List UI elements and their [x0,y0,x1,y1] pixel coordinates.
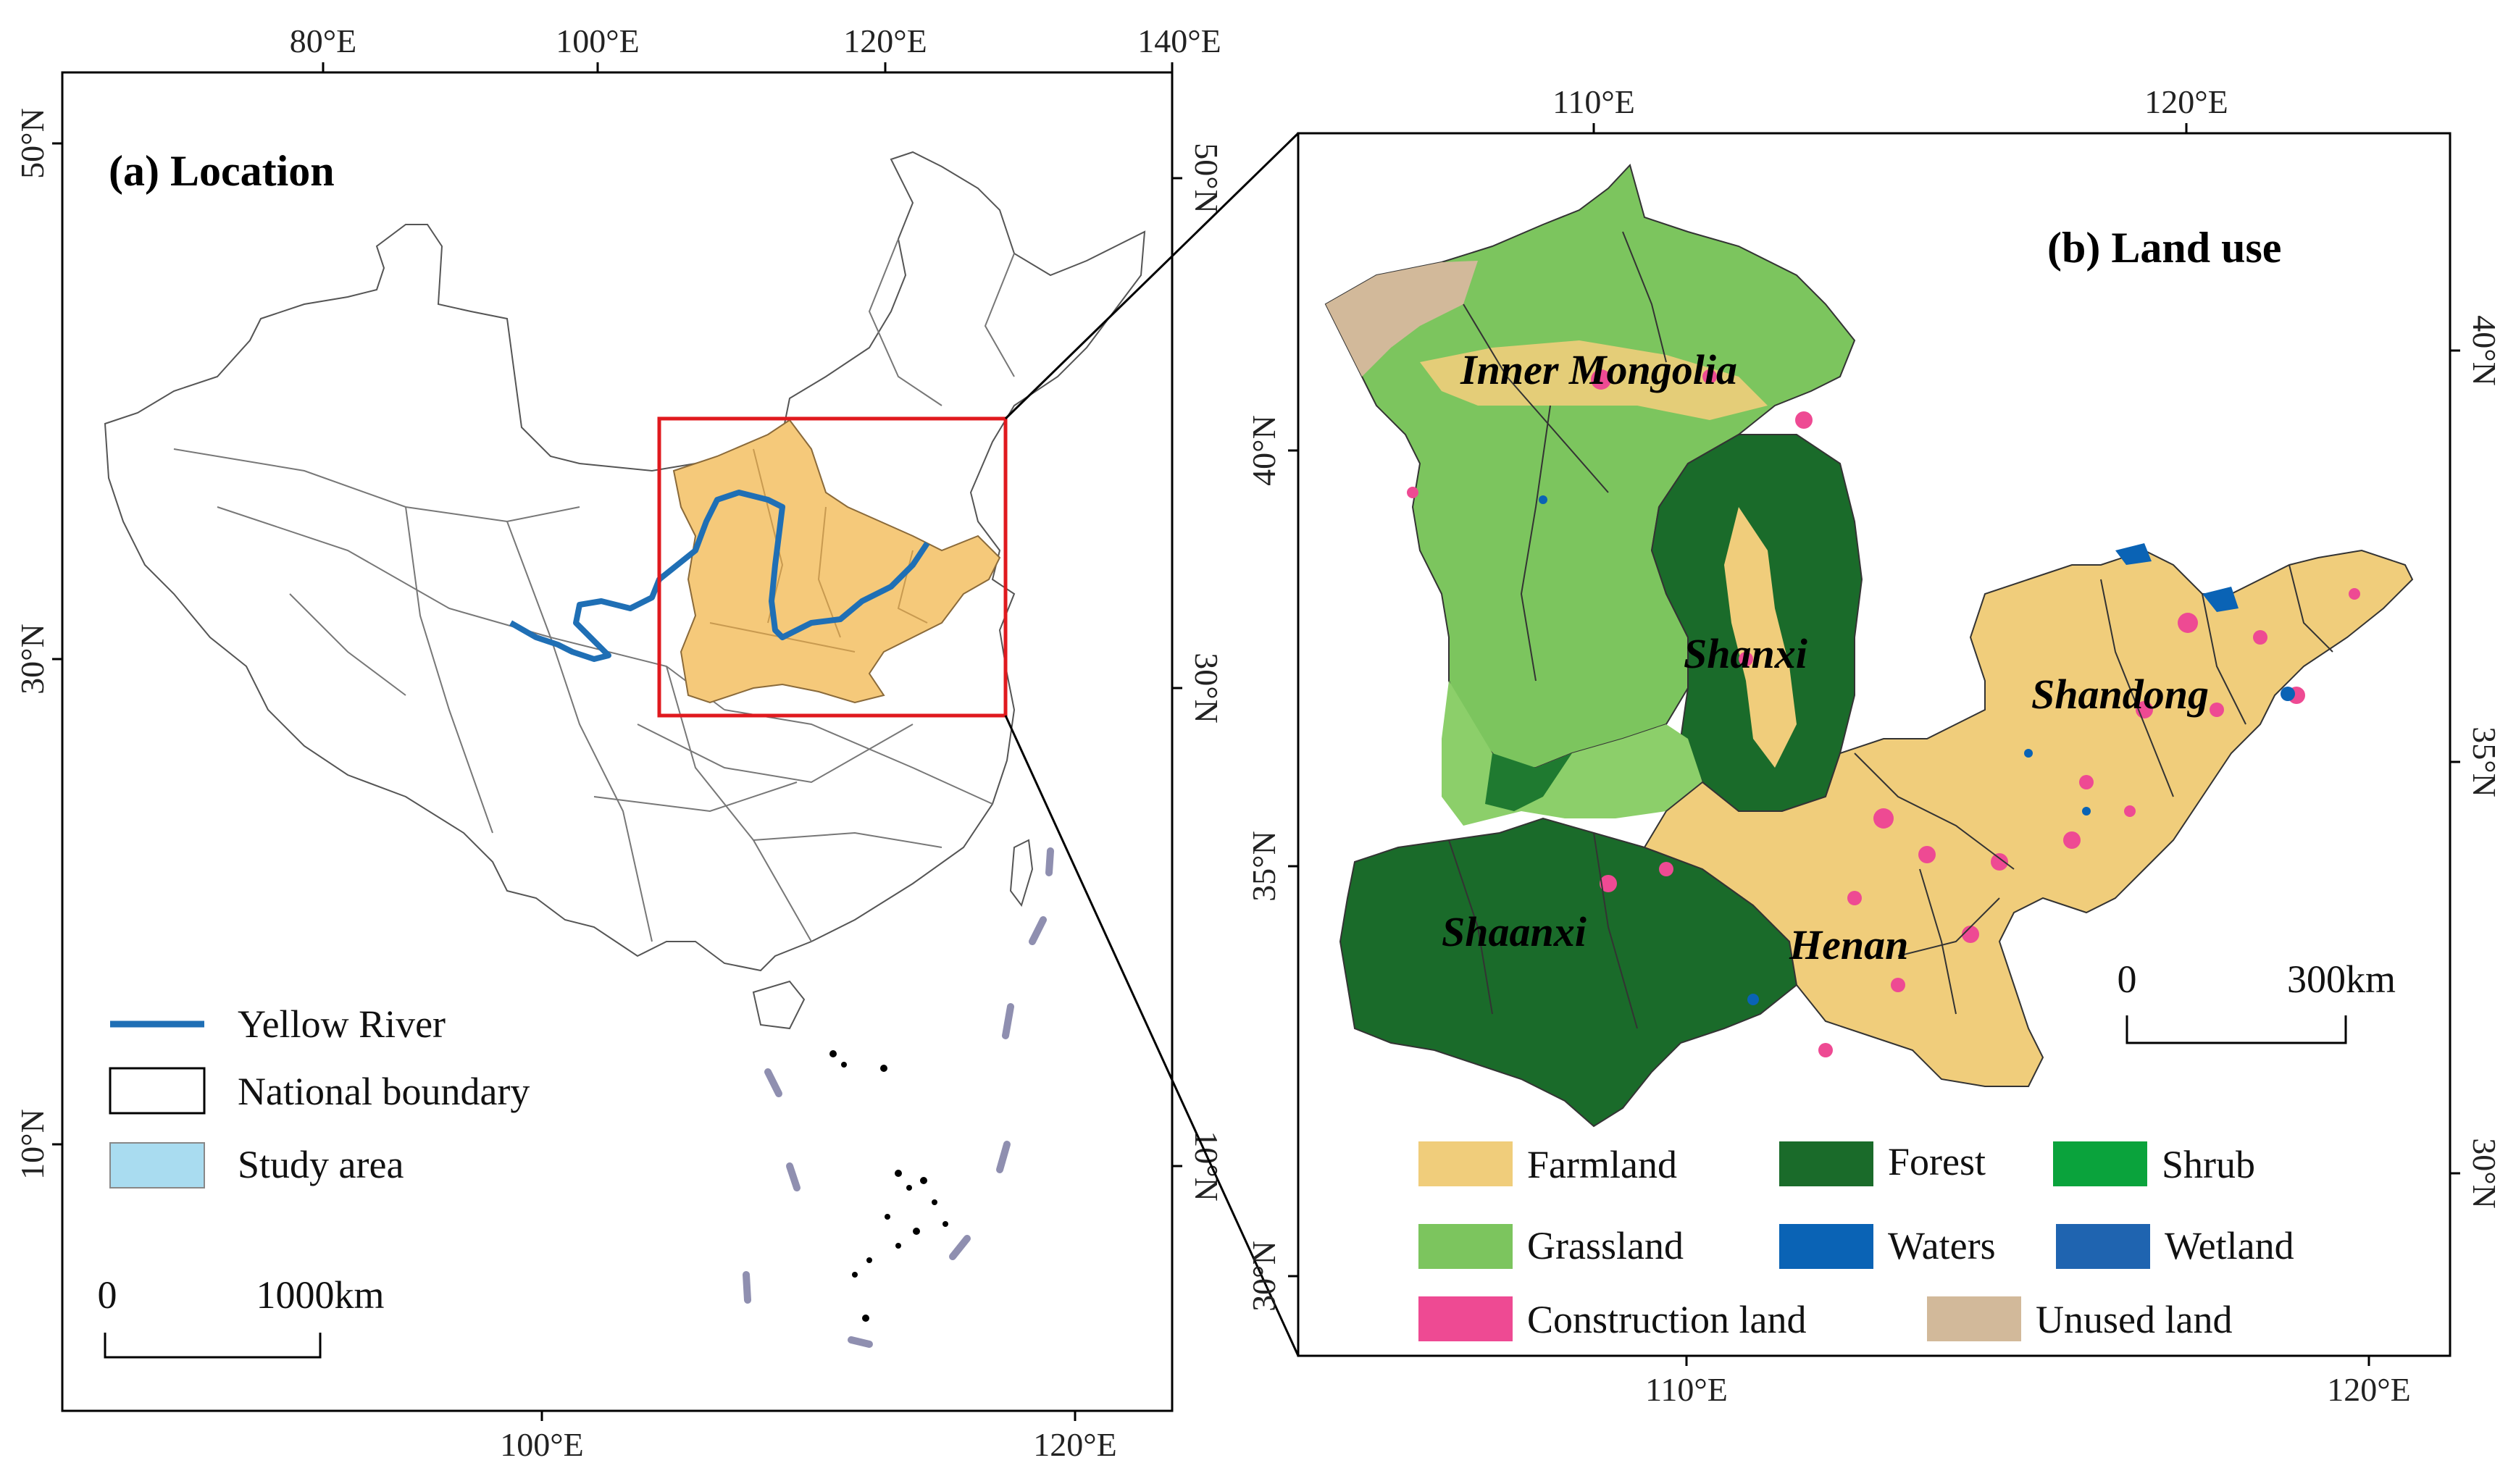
legend-wetland-swatch [2056,1224,2150,1269]
legend-study-area-label: Study area [238,1143,404,1186]
landuse-legend: Farmland Forest Shrub Grassland Waters W… [1418,1140,2294,1341]
panel-b-bottom-tick-110e: 110°E [1645,1371,1728,1408]
province-label-shandong: Shandong [2031,671,2209,718]
panel-a-right-tick-30n: 30°N [1188,653,1225,724]
legend-construction-land-swatch [1418,1296,1513,1341]
legend-waters-label: Waters [1888,1224,1996,1267]
legend-grassland-swatch [1418,1224,1513,1269]
legend-yellow-river-label: Yellow River [238,1002,446,1046]
legend-unused-land-swatch [1927,1296,2021,1341]
panel-a-top-tick-100e: 100°E [556,22,640,59]
panel-a-scale-bar [104,1333,322,1359]
panel-a-scale-end: 1000km [256,1273,384,1317]
panel-a-scale-start: 0 [98,1273,117,1317]
legend-farmland-swatch [1418,1141,1513,1186]
landuse-forest-loess [1485,753,1572,811]
legend-farmland-label: Farmland [1527,1143,1677,1186]
panel-a-bottom-tick-120e: 120°E [1033,1426,1117,1463]
province-label-shaanxi: Shaanxi [1442,908,1587,955]
panel-a-right-tick-10n: 10°N [1188,1131,1225,1202]
panel-b-bottom-tick-120e: 120°E [2327,1371,2411,1408]
panel-a-bottom-tick-100e: 100°E [500,1426,584,1463]
panel-a-tick-marks [52,62,1182,1421]
landuse-farmland-east [1643,549,2414,1087]
panel-a-frame [61,71,1174,1412]
zoom-connector-bottom [1004,715,1300,1357]
panel-b-tick-marks [1288,123,2460,1366]
panel-b-left-tick-35n: 35°N [1245,831,1282,902]
panel-b-frame [1297,132,2451,1357]
panel-b-scale-bar [2125,1015,2347,1044]
study-area-frame-box [657,416,1008,718]
legend-national-boundary-label: National boundary [238,1070,530,1113]
panel-b-scale-end: 300km [2287,957,2396,1001]
panel-b-title: (b) Land use [2047,224,2281,272]
panel-b-left-tick-40n: 40°N [1245,415,1282,486]
landuse-construction-patches [1407,369,2360,1057]
panel-a-top-tick-80e: 80°E [290,22,357,59]
landuse-farmland-shanxi [1724,507,1797,768]
china-outline [104,151,1146,972]
panel-b-right-tick-35n: 35°N [2466,726,2503,797]
province-label-shanxi: Shanxi [1684,630,1807,677]
legend-shrub-swatch [2053,1141,2147,1186]
legend-grassland-label: Grassland [1527,1224,1684,1267]
south-china-sea-dash-line [743,847,1054,1348]
taiwan-outline [1009,839,1034,907]
legend-unused-land-label: Unused land [2036,1298,2232,1341]
landuse-unused-land [1326,261,1478,377]
panel-a-location-map: 80°E 100°E 120°E 140°E 100°E 120°E 50°N … [14,22,1225,1463]
landuse-waters-wetland [1539,495,2295,1005]
panel-b-top-tick-120e: 120°E [2144,83,2228,120]
zoom-connector-top [1004,132,1300,420]
panel-a-left-tick-10n: 10°N [14,1109,51,1180]
panel-a-left-tick-50n: 50°N [14,108,51,179]
panel-a-title: (a) Location [109,147,335,195]
panel-a-top-tick-140e: 140°E [1137,22,1221,59]
legend-forest-label: Forest [1888,1140,1986,1183]
legend-shrub-label: Shrub [2162,1143,2255,1186]
panel-b-admin-boundaries [1448,231,2333,1029]
panel-b-top-tick-110e: 110°E [1552,83,1635,120]
legend-forest-swatch [1779,1141,1873,1186]
panel-a-left-tick-30n: 30°N [14,624,51,695]
province-label-henan: Henan [1789,921,1908,968]
panel-b-right-tick-30n: 30°N [2466,1138,2503,1209]
legend-wetland-label: Wetland [2165,1224,2294,1267]
provincial-boundaries [173,238,1015,942]
panel-b-left-tick-30n: 30°N [1245,1241,1282,1312]
landuse-forest-shaanxi [1339,817,1798,1128]
south-china-sea-islands [829,1050,948,1322]
panel-b-land-use-map: 110°E 120°E 110°E 120°E 40°N 35°N 30°N 4… [1245,83,2503,1408]
panel-a-top-tick-120e: 120°E [843,22,927,59]
panel-b-scale-start: 0 [2118,957,2137,1001]
panel-a-right-tick-50n: 50°N [1188,143,1225,214]
province-label-inner-mongolia: Inner Mongolia [1460,346,1737,393]
yellow-river [509,490,930,662]
legend-waters-swatch [1779,1224,1873,1269]
legend-study-area-swatch [109,1142,205,1189]
hainan-outline [752,980,806,1030]
legend-construction-land-label: Construction land [1527,1298,1806,1341]
panel-b-right-tick-40n: 40°N [2466,315,2503,386]
legend-national-boundary-swatch [109,1067,206,1115]
